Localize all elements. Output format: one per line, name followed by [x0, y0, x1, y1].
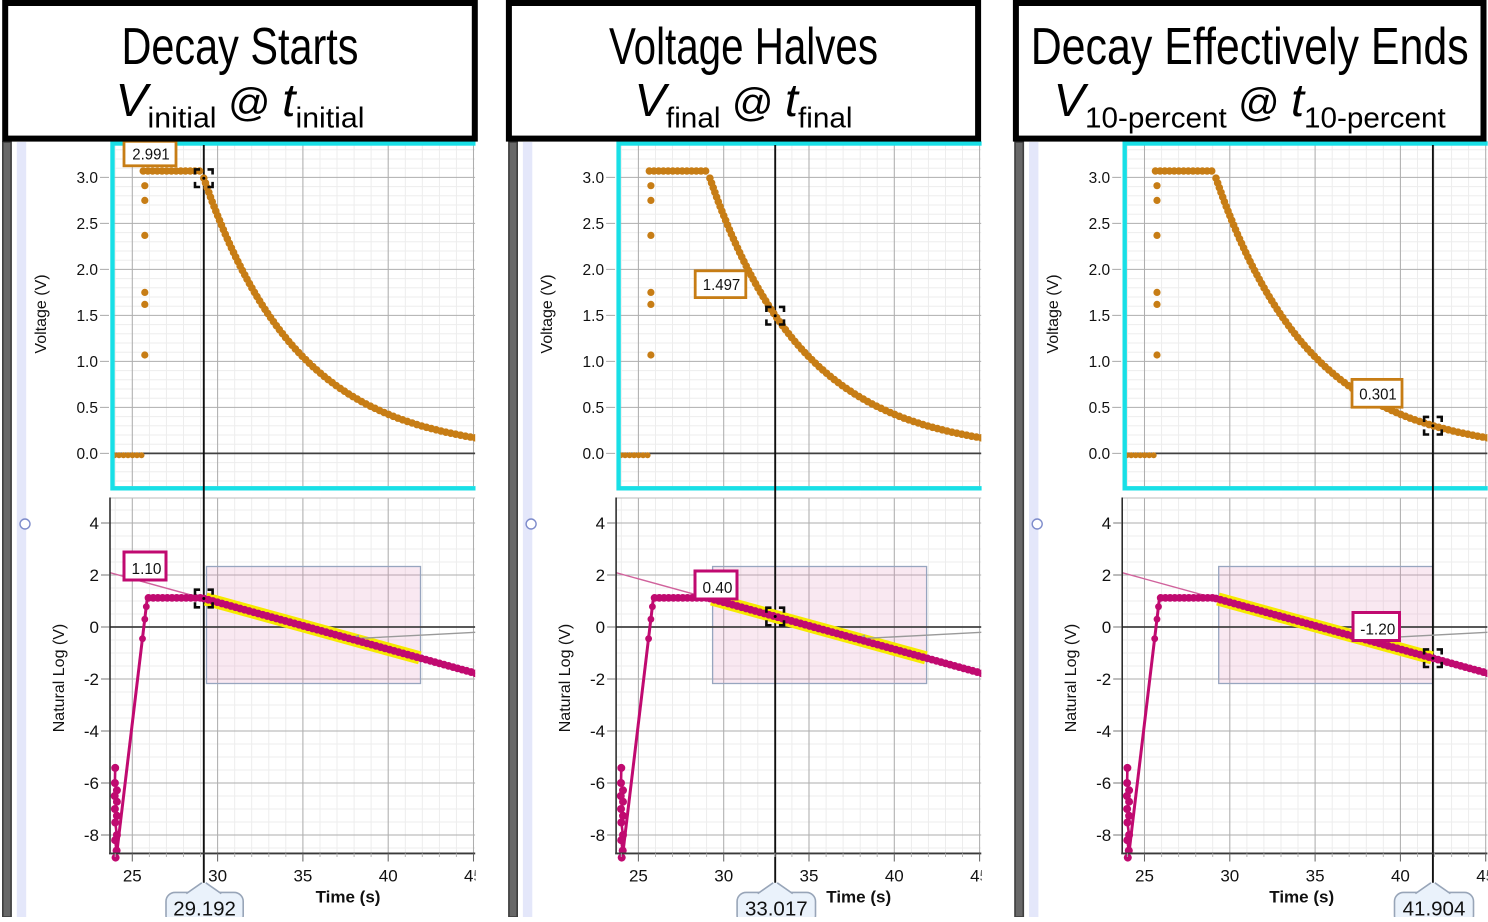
svg-text:2.5: 2.5	[583, 216, 605, 233]
svg-text:4: 4	[596, 514, 605, 533]
svg-text:4: 4	[1102, 514, 1111, 533]
svg-text:-1.20: -1.20	[1360, 622, 1395, 639]
svg-text:0.0: 0.0	[583, 446, 605, 463]
svg-text:30: 30	[1220, 867, 1239, 886]
svg-text:4: 4	[90, 514, 99, 533]
svg-text:Voltage (V): Voltage (V)	[33, 274, 50, 353]
svg-text:40: 40	[885, 867, 904, 886]
svg-text:Decay Effectively Ends: Decay Effectively Ends	[1031, 18, 1469, 76]
svg-text:35: 35	[293, 867, 312, 886]
svg-text:30: 30	[714, 867, 733, 886]
svg-text:0: 0	[90, 618, 99, 637]
svg-text:2.0: 2.0	[583, 262, 605, 279]
svg-text:-6: -6	[1096, 774, 1111, 793]
svg-text:30: 30	[208, 867, 227, 886]
svg-text:0.5: 0.5	[76, 400, 98, 417]
svg-text:45: 45	[464, 867, 483, 886]
svg-text:1.0: 1.0	[583, 354, 605, 371]
svg-text:1.10: 1.10	[132, 561, 162, 578]
svg-text:0.5: 0.5	[1089, 400, 1111, 417]
svg-text:0.5: 0.5	[583, 400, 605, 417]
svg-text:2: 2	[90, 566, 99, 585]
svg-text:3.0: 3.0	[1089, 170, 1111, 187]
svg-text:-6: -6	[84, 774, 99, 793]
svg-text:25: 25	[123, 867, 142, 886]
svg-text:-2: -2	[1096, 670, 1111, 689]
svg-text:29.192: 29.192	[173, 898, 236, 918]
svg-text:Time (s): Time (s)	[826, 888, 891, 907]
svg-text:-4: -4	[84, 722, 99, 741]
svg-text:-6: -6	[590, 774, 605, 793]
svg-text:V10-percent @ t10-percent: V10-percent @ t10-percent	[1054, 74, 1446, 135]
svg-text:1.0: 1.0	[76, 354, 98, 371]
svg-text:35: 35	[1306, 867, 1325, 886]
svg-text:-2: -2	[84, 670, 99, 689]
svg-text:2.0: 2.0	[76, 262, 98, 279]
svg-text:-8: -8	[1096, 826, 1111, 845]
svg-text:40: 40	[379, 867, 398, 886]
svg-text:35: 35	[800, 867, 819, 886]
svg-text:-4: -4	[590, 722, 605, 741]
svg-text:Vfinal @ tfinal: Vfinal @ tfinal	[635, 74, 853, 135]
svg-text:0: 0	[1102, 618, 1111, 637]
svg-text:Decay Starts: Decay Starts	[122, 18, 359, 76]
svg-text:-8: -8	[590, 826, 605, 845]
svg-text:0.301: 0.301	[1359, 386, 1397, 403]
svg-text:2.0: 2.0	[1089, 262, 1111, 279]
svg-text:25: 25	[1135, 867, 1154, 886]
svg-text:40: 40	[1391, 867, 1410, 886]
svg-text:0: 0	[596, 618, 605, 637]
svg-text:1.5: 1.5	[1089, 308, 1111, 325]
svg-text:Time (s): Time (s)	[1269, 888, 1334, 907]
svg-text:2.5: 2.5	[76, 216, 98, 233]
svg-text:2.991: 2.991	[132, 147, 170, 164]
svg-text:2: 2	[596, 566, 605, 585]
svg-text:0.40: 0.40	[703, 580, 733, 597]
svg-text:Voltage Halves: Voltage Halves	[609, 18, 878, 76]
svg-text:1.497: 1.497	[703, 277, 741, 294]
svg-text:45: 45	[1476, 867, 1488, 886]
svg-text:Natural Log (V): Natural Log (V)	[51, 624, 68, 733]
svg-text:45: 45	[970, 867, 989, 886]
svg-text:3.0: 3.0	[583, 170, 605, 187]
svg-text:1.5: 1.5	[583, 308, 605, 325]
svg-text:41.904: 41.904	[1403, 898, 1466, 918]
svg-text:-2: -2	[590, 670, 605, 689]
svg-text:-8: -8	[84, 826, 99, 845]
svg-text:-4: -4	[1096, 722, 1111, 741]
svg-text:2.5: 2.5	[1089, 216, 1111, 233]
svg-text:Voltage (V): Voltage (V)	[1045, 274, 1062, 353]
svg-text:0.0: 0.0	[76, 446, 98, 463]
svg-text:Natural Log (V): Natural Log (V)	[557, 624, 574, 733]
svg-text:2: 2	[1102, 566, 1111, 585]
svg-text:Voltage (V): Voltage (V)	[539, 274, 556, 353]
svg-text:3.0: 3.0	[76, 170, 98, 187]
svg-text:Time (s): Time (s)	[316, 888, 381, 907]
svg-text:33.017: 33.017	[745, 898, 808, 918]
svg-text:Vinitial @ tinitial: Vinitial @ tinitial	[116, 74, 365, 135]
svg-text:25: 25	[629, 867, 648, 886]
svg-text:Natural Log (V): Natural Log (V)	[1063, 624, 1080, 733]
svg-text:1.0: 1.0	[1089, 354, 1111, 371]
svg-text:0.0: 0.0	[1089, 446, 1111, 463]
svg-text:1.5: 1.5	[76, 308, 98, 325]
